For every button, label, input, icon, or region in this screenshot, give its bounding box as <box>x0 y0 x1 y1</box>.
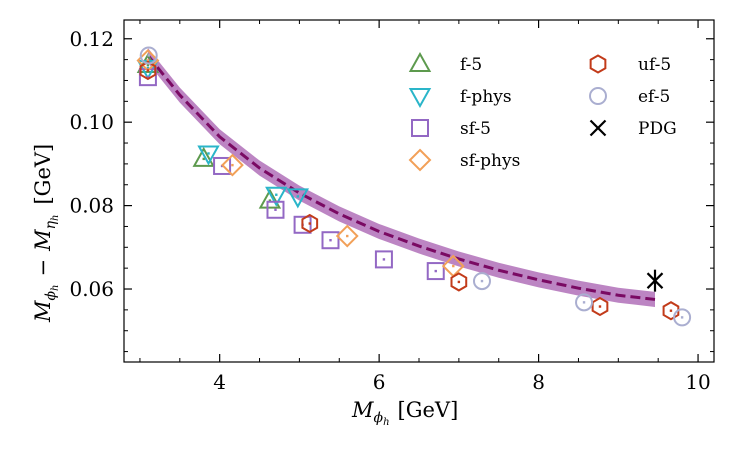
f-phys-point-2 <box>265 186 288 207</box>
ef-5-point-3 <box>673 308 692 327</box>
sf-phys-point-2 <box>335 224 359 248</box>
f-phys-point-3 <box>286 188 310 209</box>
f-5-point-1 <box>192 146 215 167</box>
legend-ef-5-label: ef-5 <box>638 87 670 107</box>
uf-5-point-1 <box>301 213 319 234</box>
legend-uf-5-marker <box>589 54 607 74</box>
x-tick-label: 10 <box>685 370 710 394</box>
legend-sf-phys-marker <box>408 148 432 172</box>
y-tick-label: 0.08 <box>69 194 114 218</box>
y-axis-label: Mϕh−Mηh[GeV] <box>31 144 61 323</box>
legend-uf-5-label: uf-5 <box>638 55 671 75</box>
f-5-point-2 <box>258 188 282 209</box>
x-tick-label: 8 <box>532 370 545 394</box>
uf-5-point-0 <box>139 60 157 81</box>
uf-5-point-4 <box>662 301 680 321</box>
legend-uf-5: uf-5 <box>589 54 671 75</box>
legend-f-5-marker <box>408 51 432 72</box>
legend-ef-5: ef-5 <box>589 87 670 107</box>
uf-5-point-2 <box>450 272 468 292</box>
y-tick-label: 0.12 <box>69 27 114 51</box>
pdg-point-0 <box>646 269 664 292</box>
y-tick-label: 0.06 <box>69 277 114 301</box>
y-tick-label: 0.10 <box>69 110 114 134</box>
legend-pdg-marker <box>589 119 607 137</box>
x-tick-label: 4 <box>213 370 226 394</box>
legend-f-phys: f-phys <box>408 87 512 109</box>
legend-f-phys-marker <box>408 88 432 109</box>
fit-curve-line <box>146 54 656 301</box>
x-axis-label: Mϕh[GeV] <box>351 398 458 428</box>
legend-f-5: f-5 <box>408 51 482 75</box>
legend-sf-5: sf-5 <box>411 119 491 139</box>
f-phys-point-1 <box>197 145 220 166</box>
ef-5-point-1 <box>472 272 491 291</box>
legend-sf-5-label: sf-5 <box>460 119 491 139</box>
sf-5-point-5 <box>374 250 393 269</box>
ef-5-point-0 <box>139 46 158 65</box>
legend-f-phys-label: f-phys <box>460 87 512 107</box>
f-5-point-0 <box>136 52 160 74</box>
legend-sf-5-marker <box>411 119 429 137</box>
sf-5-point-4 <box>321 231 340 250</box>
legend-pdg: PDG <box>589 119 677 139</box>
legend-ef-5-marker <box>589 87 607 105</box>
legend-pdg-label: PDG <box>638 119 677 139</box>
sf-5-point-2 <box>266 200 285 219</box>
legend-sf-phys: sf-phys <box>408 148 520 172</box>
sf-5-point-6 <box>426 262 445 281</box>
x-tick-label: 6 <box>373 370 386 394</box>
sf-phys-point-1 <box>221 153 244 177</box>
legend-sf-phys-label: sf-phys <box>460 151 520 171</box>
legend-f-5-label: f-5 <box>460 55 482 75</box>
ef-5-point-2 <box>575 293 594 312</box>
